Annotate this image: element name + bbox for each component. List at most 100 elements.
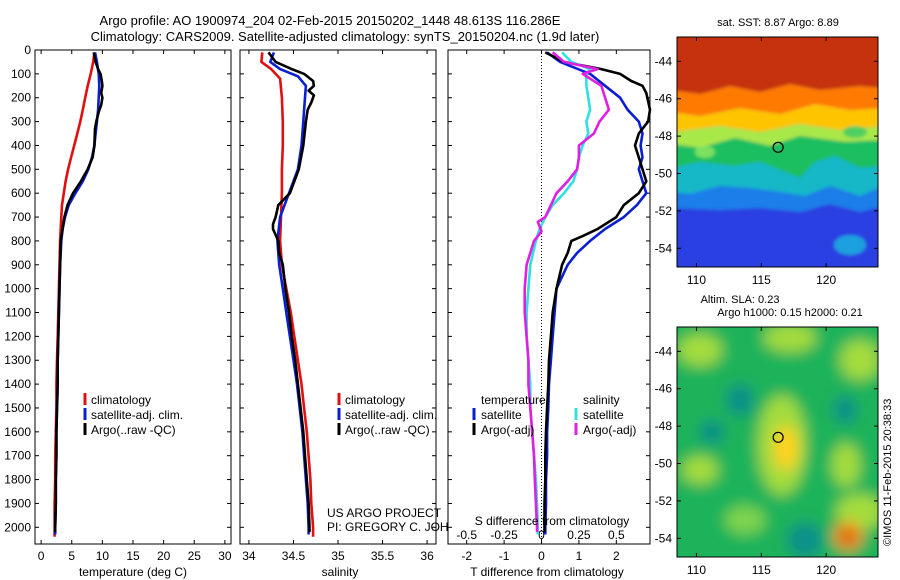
x-tick-label: -2: [461, 549, 472, 563]
x-tick-label: 25: [188, 549, 202, 563]
map-x-tick-label: 110: [687, 563, 706, 577]
sla-map-frame: [676, 326, 879, 558]
map-y-tick-label: -46: [655, 92, 673, 106]
difference-xlabel: T difference from climatology: [470, 565, 624, 579]
map-y-tick-label: -50: [655, 167, 673, 181]
x-tick-label: 35.5: [371, 549, 395, 563]
legend-label-satellite: satellite-adj. clim.: [91, 408, 183, 422]
map-x-tick-label: 120: [816, 563, 836, 577]
map-y-tick-label: -52: [655, 204, 673, 218]
difference-axes-frame: [447, 49, 651, 545]
profile-line: [523, 51, 611, 533]
y-tick-label: 700: [11, 210, 31, 224]
imos-stamp: ©IMOS 11-Feb-2015 20:38:33: [882, 399, 894, 546]
temperature-x-ticks: 0 5 10 15 20 25 30: [38, 50, 232, 563]
x-tick-label: -1: [499, 549, 510, 563]
legend-label-t-argo: Argo(-adj): [481, 423, 534, 437]
salinity-difference-tick-label: -0.25: [490, 528, 518, 542]
temperature-panel: 0100200300400500600700800900100011001200…: [4, 43, 232, 579]
difference-xlabel-top: S difference from climatology: [475, 514, 630, 528]
x-tick-label: 1: [576, 549, 583, 563]
difference-legend: temperature satellite Argo(-adj) salinit…: [472, 393, 636, 437]
x-tick-label: 35: [331, 549, 345, 563]
salinity-difference-tick-label: -0.5: [456, 528, 477, 542]
map-y-tick-label: -44: [655, 344, 673, 358]
y-tick-label: 1300: [4, 353, 31, 367]
map-y-tick-label: -52: [655, 494, 673, 508]
map-y-tick-label: -48: [655, 129, 673, 143]
map-y-tick-label: -46: [655, 382, 673, 396]
salinity-profiles: [260, 51, 316, 537]
figure-title-line2: Climatology: CARS2009. Satellite-adjuste…: [91, 29, 600, 44]
map-y-tick-label: -48: [655, 419, 673, 433]
x-tick-label: 0: [38, 549, 45, 563]
x-tick-label: 10: [96, 549, 110, 563]
difference-depth-ticks: [448, 49, 650, 528]
y-tick-label: 400: [11, 138, 31, 152]
y-tick-label: 300: [11, 115, 31, 129]
map-x-tick-label: 115: [752, 563, 771, 577]
difference-profiles: [523, 51, 652, 535]
sla-heatmap-field: [677, 327, 878, 557]
y-tick-label: 1100: [5, 306, 31, 320]
legend-label-climatology: climatology: [91, 393, 151, 407]
x-tick-label: 0: [538, 549, 545, 563]
sst-map: sat. SST: 8.87 Argo: 8.89 110 115 120 -44 -4…: [655, 17, 879, 287]
x-tick-label: 2: [613, 549, 620, 563]
temperature-depth-ticks: 0 100 200 300 400 500 600 700 800 900 1000 1100 1200…: [4, 43, 231, 534]
sst-map-frame: [676, 36, 879, 268]
temperature-legend: climatology satellite-adj. clim. Argo(..…: [83, 393, 183, 437]
figure-title-line1: Argo profile: AO 1900974_204 02-Feb-2015…: [100, 13, 561, 28]
map-x-tick-label: 110: [687, 273, 706, 287]
map-y-tick-label: -44: [655, 54, 673, 68]
temperature-xlabel: temperature (deg C): [79, 565, 187, 579]
y-tick-label: 800: [11, 234, 31, 248]
y-tick-label: 0: [24, 43, 31, 57]
y-tick-label: 1400: [4, 377, 31, 391]
salinity-xlabel: salinity: [322, 565, 359, 579]
x-tick-label: 5: [68, 549, 75, 563]
y-tick-label: 1700: [4, 449, 31, 463]
legend-label-t-satellite: satellite: [481, 408, 522, 422]
y-tick-label: 600: [11, 186, 31, 200]
legend-label-climatology-s: climatology: [345, 393, 405, 407]
salinity-difference-tick-label: 0: [538, 528, 545, 542]
y-tick-label: 1800: [4, 473, 31, 487]
sla-map-title-line2: Argo h1000: 0.15 h2000: 0.21: [717, 307, 863, 319]
sla-map: Altim. SLA: 0.23 Argo h1000: 0.15 h2000:…: [655, 294, 879, 577]
x-tick-label: 20: [157, 549, 171, 563]
difference-panel: -2 -1 0 1 2 -0.5 -0.25 0 0.25 0.5 T difference f…: [447, 49, 652, 579]
salinity-difference-ticks: -0.5 -0.25 0 0.25 0.5: [456, 528, 625, 542]
y-tick-label: 900: [11, 258, 31, 272]
sst-heatmap-field: [677, 37, 878, 267]
salinity-depth-ticks: [240, 49, 436, 528]
legend-title-temperature: temperature: [481, 393, 546, 407]
profile-line: [267, 51, 316, 533]
y-tick-label: 100: [11, 67, 31, 81]
temperature-axes-frame: [34, 49, 232, 545]
legend-label-s-satellite: satellite: [583, 408, 624, 422]
legend-title-salinity: salinity: [583, 393, 620, 407]
y-tick-label: 1600: [4, 425, 31, 439]
y-tick-label: 500: [11, 162, 31, 176]
map-x-tick-label: 115: [752, 273, 771, 287]
salinity-x-ticks: 34 34.5 35 35.5 36: [242, 50, 434, 563]
y-tick-label: 2000: [4, 520, 31, 534]
map-y-tick-label: -54: [655, 241, 673, 255]
y-tick-label: 200: [11, 91, 31, 105]
sst-map-title: sat. SST: 8.87 Argo: 8.89: [717, 17, 839, 29]
profile-line: [53, 52, 104, 533]
legend-label-s-argo: Argo(-adj): [583, 423, 636, 437]
sla-map-title-line1: Altim. SLA: 0.23: [701, 294, 780, 306]
credit-pi: PI: GREGORY C. JOHNSON: [327, 520, 483, 534]
salinity-axes-frame: [239, 49, 437, 545]
sla-map-axes: 110 115 120 -44 -46 -48 -50 -52 -54: [655, 327, 878, 577]
legend-label-argo-s: Argo(..raw -QC): [345, 423, 430, 437]
y-tick-label: 1900: [4, 496, 31, 510]
x-tick-label: 15: [126, 549, 140, 563]
x-tick-label: 34.5: [282, 549, 306, 563]
salinity-panel: 34 34.5 35 35.5 36 salinity climatology sate…: [239, 49, 483, 579]
x-tick-label: 30: [218, 549, 232, 563]
map-x-tick-label: 120: [816, 273, 836, 287]
